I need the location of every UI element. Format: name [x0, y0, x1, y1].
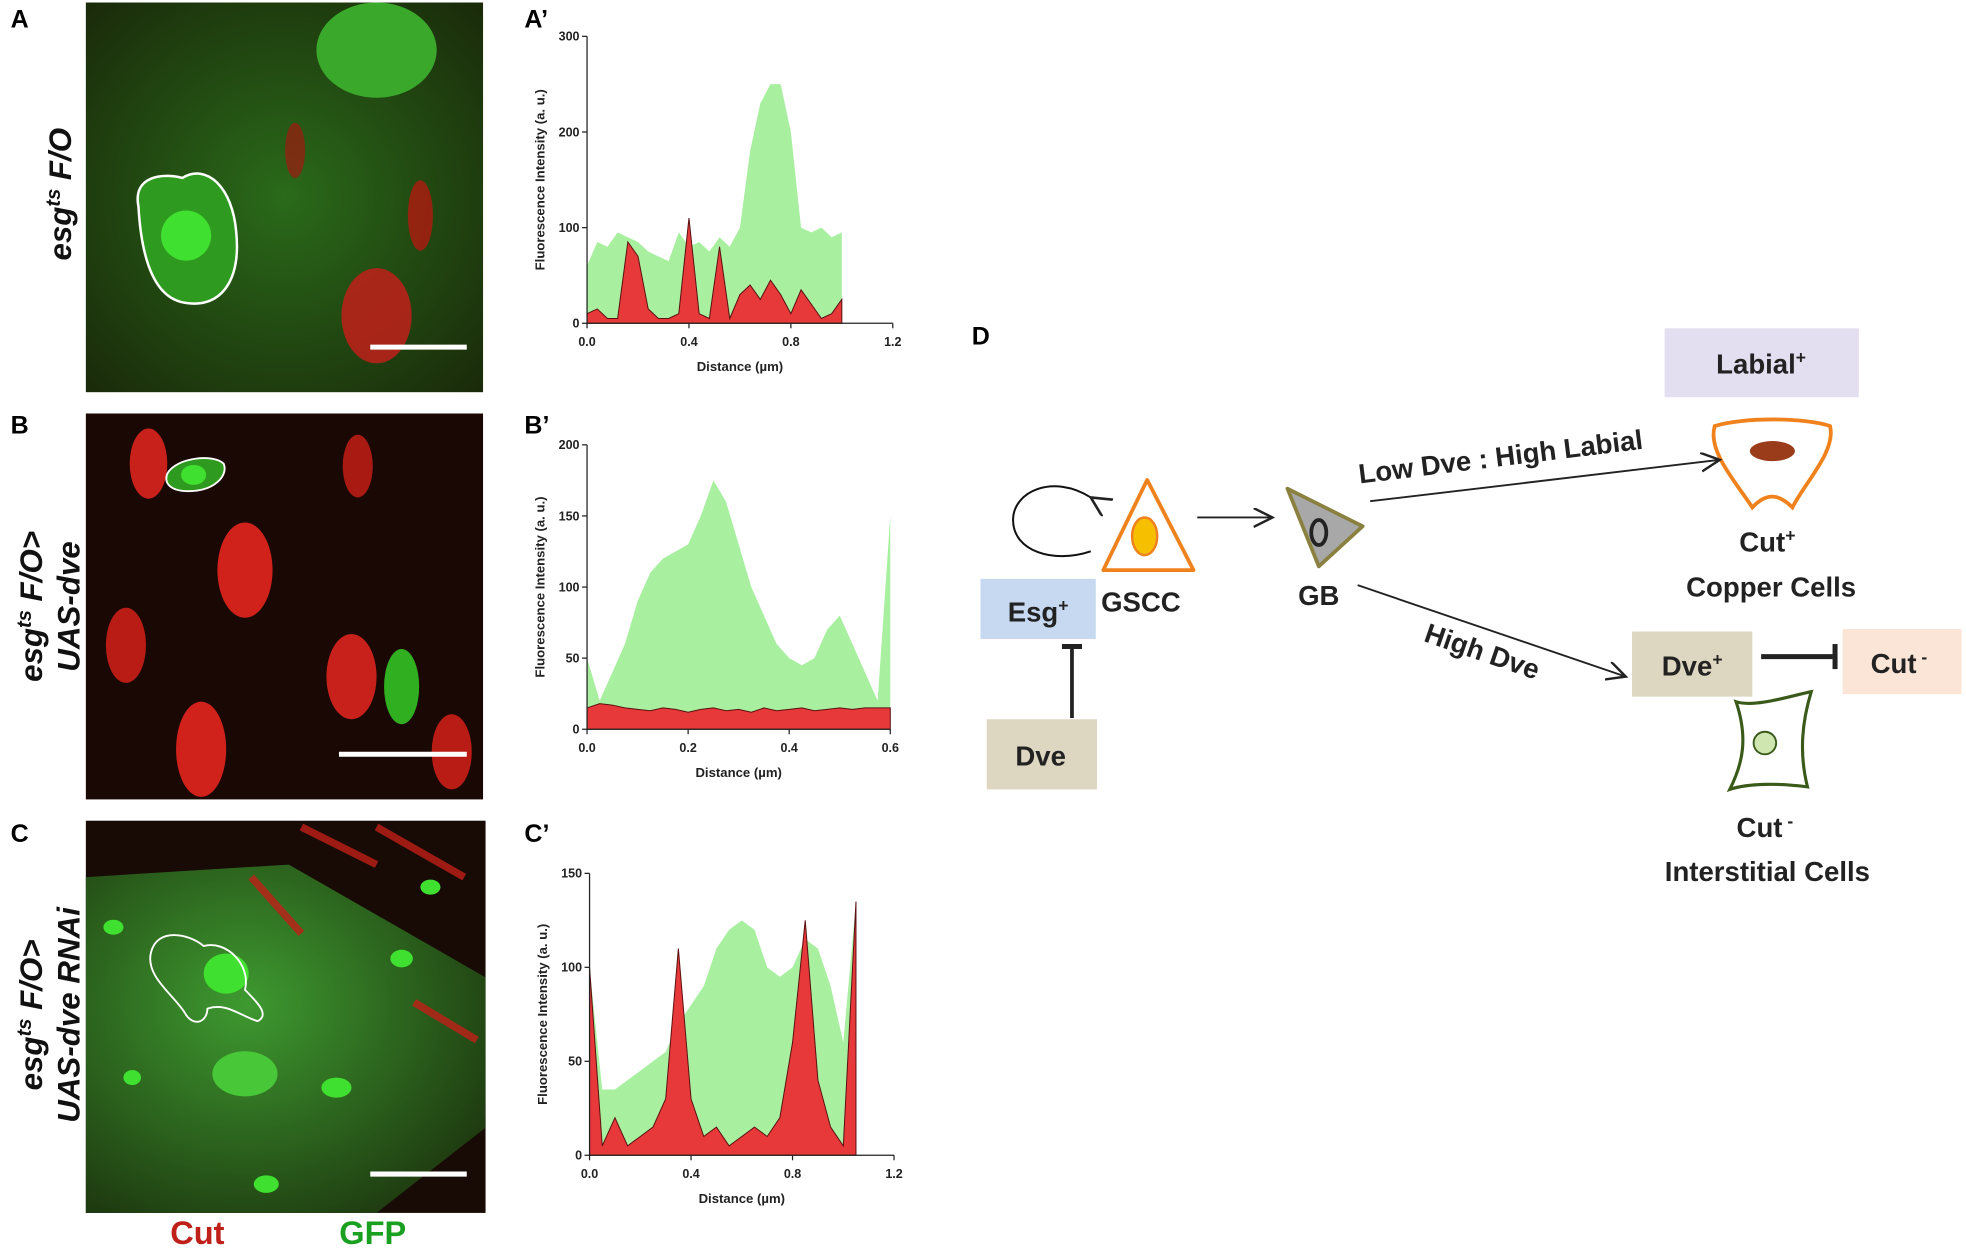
- label-sup: +: [1785, 525, 1795, 545]
- x-tick-label: 0.8: [782, 335, 799, 349]
- chart: 0 100 200 300 0.0 0.4 0.8 1.2 Distance (µm) Fluor…: [532, 30, 901, 374]
- channel-label: Cut: [170, 1215, 224, 1251]
- diagram-label: Cut+: [1739, 525, 1795, 557]
- diagram-label: Labial+: [1716, 347, 1806, 379]
- label-sup: -: [1917, 647, 1928, 667]
- micrograph-c: [85, 820, 486, 1213]
- y-axis-label: Fluorescence Intensity (a. u.): [535, 924, 550, 1105]
- label-sup: +: [1712, 649, 1722, 669]
- x-tick-label: 0.4: [680, 335, 697, 349]
- diagram-label: Dve+: [1662, 649, 1723, 681]
- genotype-label: UAS-dve RNAi: [52, 906, 87, 1123]
- genotype-part: F/O: [43, 128, 78, 189]
- genotype-label: esgts F/O>: [14, 531, 49, 682]
- y-tick-label: 150: [559, 509, 580, 523]
- label-sup: +: [1796, 347, 1806, 367]
- genotype-part: F/O>: [14, 531, 49, 610]
- genotype-label: esgts F/O>: [14, 939, 49, 1090]
- area-series: [589, 901, 857, 1156]
- genotype-part: esg: [43, 207, 78, 261]
- genotype-part: F/O>: [14, 939, 49, 1018]
- genotype-label: UAS-dve: [52, 541, 87, 671]
- area-series: [586, 218, 843, 324]
- x-tick-label: 1.2: [885, 1167, 902, 1181]
- label-text: Cut: [1871, 648, 1917, 679]
- diagram-shapes: [980, 328, 1962, 793]
- x-axis-label: Distance (µm): [697, 359, 783, 374]
- area-series: [586, 703, 891, 730]
- x-tick-label: 0.4: [780, 741, 797, 755]
- label-text: Dve: [1662, 650, 1713, 681]
- y-tick-label: 200: [559, 125, 580, 139]
- diagram-label: Cut -: [1737, 811, 1794, 843]
- x-axis-label: Distance (µm): [695, 765, 781, 780]
- panel-label: D: [972, 323, 990, 351]
- label-sup: +: [1058, 595, 1068, 615]
- genotype-part: ts: [14, 1019, 36, 1037]
- area-series: [587, 84, 842, 324]
- y-tick-label: 0: [575, 1149, 582, 1163]
- panel-label: C: [11, 820, 29, 848]
- genotype-part: ts: [14, 610, 36, 628]
- y-tick-label: 200: [559, 438, 580, 452]
- y-tick-label: 100: [559, 580, 580, 594]
- panel-label: A’: [524, 6, 548, 34]
- label-sup: -: [1782, 811, 1793, 831]
- x-tick-label: 0.8: [784, 1167, 801, 1181]
- panel-label: B’: [524, 412, 549, 440]
- x-axis-label: Distance (µm): [699, 1191, 785, 1206]
- diagram-label: Copper Cells: [1686, 571, 1856, 602]
- y-tick-label: 150: [561, 867, 582, 881]
- y-tick-label: 50: [568, 1055, 582, 1069]
- diagram-label: Esg+: [1008, 595, 1069, 627]
- y-tick-label: 100: [559, 221, 580, 235]
- diagram-label: Cut -: [1871, 647, 1928, 679]
- x-tick-label: 0.0: [581, 1167, 598, 1181]
- micrograph-a: [85, 2, 484, 393]
- chart: 0 50 100 150 200 0.0 0.2 0.4 0.6 Distance (µm) Flu…: [532, 438, 899, 780]
- chart: 0 50 100 150 0.0 0.4 0.8 1.2 Distance (µm) Fluore…: [535, 867, 903, 1206]
- panel-label: A: [11, 6, 29, 34]
- genotype-part: esg: [14, 628, 49, 682]
- area-series: [587, 480, 891, 730]
- diagram-label: GB: [1298, 580, 1339, 611]
- diagram-label: Low Dve : High Labial: [1357, 424, 1645, 490]
- label-text: Esg: [1008, 596, 1059, 627]
- panel-label: C’: [524, 820, 549, 848]
- x-tick-label: 0.4: [682, 1167, 699, 1181]
- channel-label: GFP: [339, 1215, 406, 1251]
- diagram-label: Interstitial Cells: [1665, 856, 1870, 887]
- label-text: Labial: [1716, 348, 1796, 379]
- x-tick-label: 1.2: [884, 335, 901, 349]
- micrograph-b: [85, 413, 484, 800]
- x-tick-label: 0.6: [882, 741, 899, 755]
- genotype-part: esg: [14, 1036, 49, 1090]
- genotype-part: UAS-dve RNAi: [52, 906, 87, 1123]
- genotype-label: esgts F/O: [43, 128, 78, 261]
- x-tick-label: 0.0: [578, 741, 595, 755]
- panel-label: B: [11, 412, 29, 440]
- label-text: Cut: [1739, 526, 1785, 557]
- y-tick-label: 300: [559, 30, 580, 44]
- y-tick-label: 50: [566, 652, 580, 666]
- y-axis-label: Fluorescence Intensity (a. u.): [532, 89, 547, 270]
- diagram-label: GSCC: [1101, 586, 1181, 617]
- genotype-part: ts: [43, 189, 65, 207]
- y-tick-label: 0: [573, 723, 580, 737]
- x-tick-label: 0.0: [578, 335, 595, 349]
- y-tick-label: 0: [573, 317, 580, 331]
- label-text: Cut: [1737, 812, 1783, 843]
- genotype-part: UAS-dve: [52, 541, 87, 671]
- y-tick-label: 100: [561, 961, 582, 975]
- x-tick-label: 0.2: [679, 741, 696, 755]
- y-axis-label: Fluorescence Intensity (a. u.): [532, 496, 547, 677]
- diagram-label: Dve: [1015, 741, 1066, 772]
